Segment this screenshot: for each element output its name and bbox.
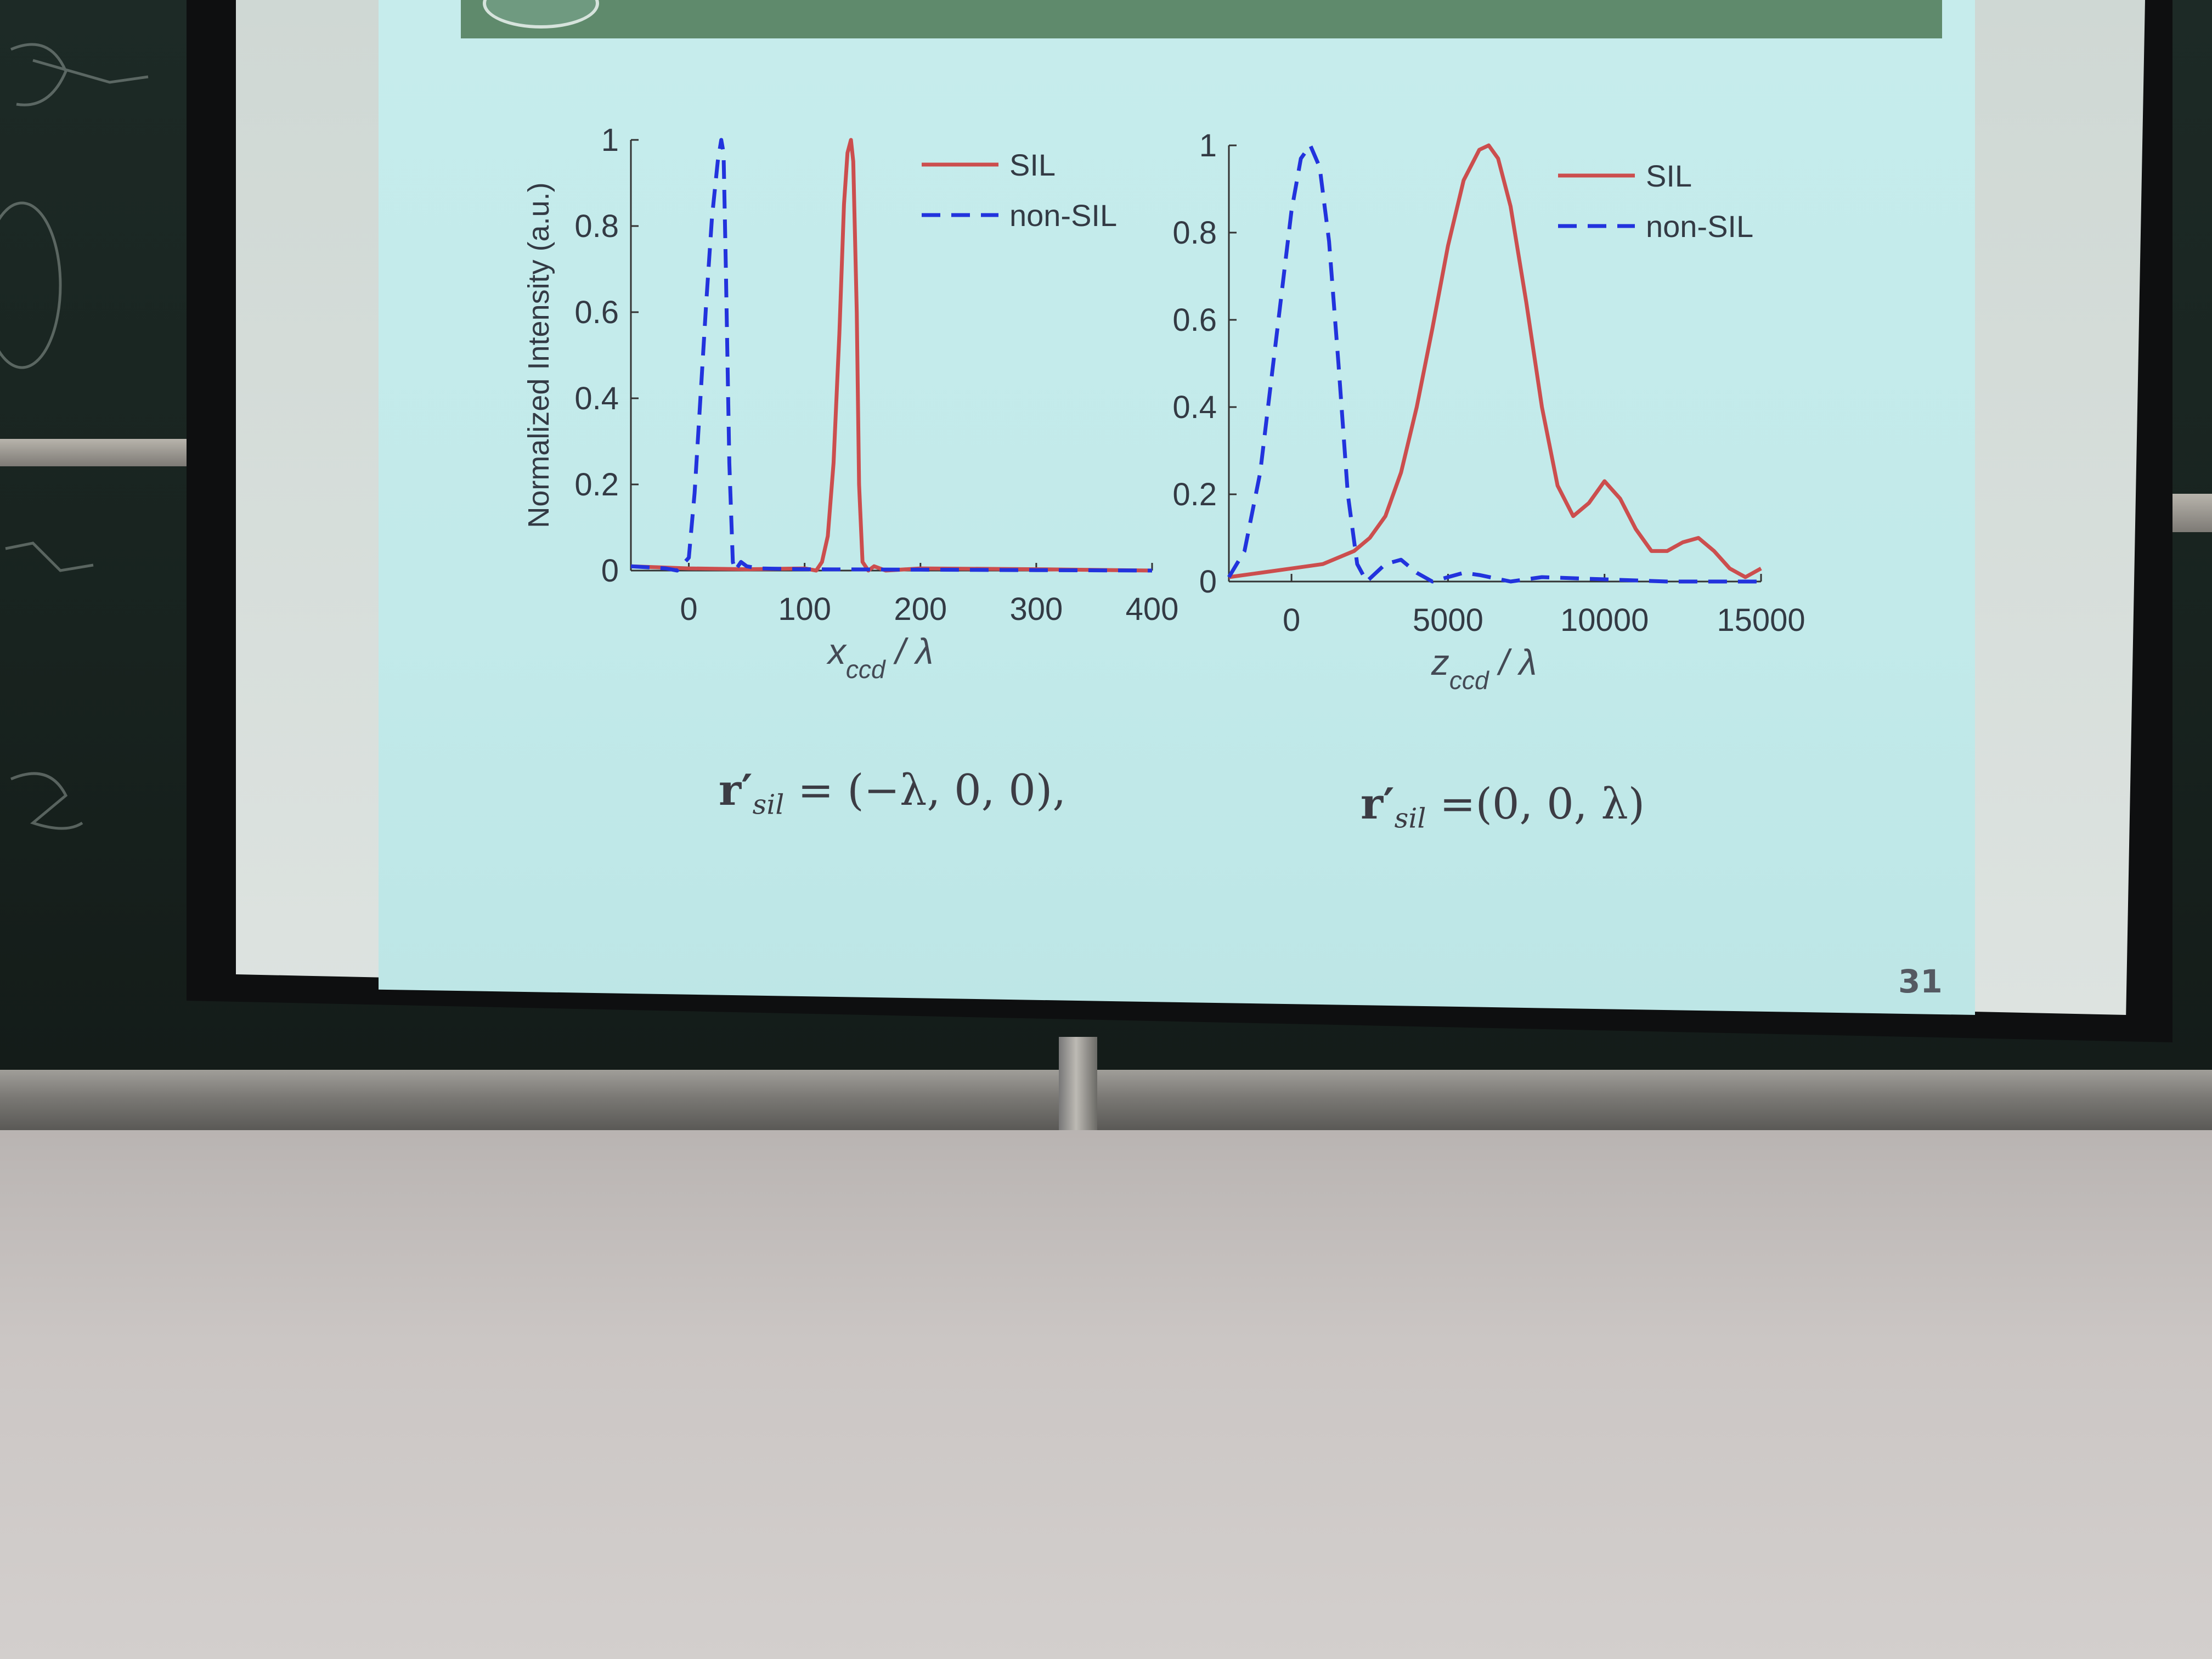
x-tick-label: 0 xyxy=(680,591,697,627)
y-tick-label: 0 xyxy=(601,553,619,589)
formula-left-rhs: = (−λ, 0, 0), xyxy=(798,766,1066,815)
y-tick-label: 1 xyxy=(601,122,619,158)
formula-right-symbol: r′ xyxy=(1361,779,1395,829)
wall xyxy=(0,1130,2212,1659)
slide-header-bar xyxy=(461,0,1942,38)
series-line-sil xyxy=(1228,143,1762,579)
x-tick-label: 200 xyxy=(894,591,947,627)
x-tick-label: 0 xyxy=(1283,602,1300,638)
series-line-non-sil xyxy=(1227,143,1761,584)
y-tick-label: 0.2 xyxy=(574,467,619,503)
series-line-non-sil xyxy=(630,138,1153,573)
x-axis-label: zccd / λ xyxy=(1431,642,1537,695)
y-tick-label: 0.8 xyxy=(1172,215,1217,251)
x-axis-label: xccd / λ xyxy=(826,631,933,684)
legend-label-sil: SIL xyxy=(1646,159,1692,193)
y-tick-label: 1 xyxy=(1199,128,1217,163)
y-tick-label: 0 xyxy=(1199,564,1217,600)
chart-x-profile: 0 0.2 0.4 0.6 0.8 1 0 100 200 300 400 xccd / λ Norma… xyxy=(522,122,1178,684)
formula-left: r′sil = (−λ, 0, 0), xyxy=(719,765,1066,821)
y-tick-label: 0.2 xyxy=(1172,477,1217,512)
formula-left-symbol: r′ xyxy=(719,765,753,815)
y-tick-label: 0.6 xyxy=(1172,302,1217,338)
x-tick-label: 400 xyxy=(1126,591,1179,627)
legend-label-non-sil: non-SIL xyxy=(1009,198,1117,233)
chalk-scribbles xyxy=(0,43,149,830)
x-tick-label: 100 xyxy=(778,591,831,627)
x-tick-label: 5000 xyxy=(1413,602,1483,638)
y-tick-label: 0.8 xyxy=(574,208,619,244)
formula-left-subscript: sil xyxy=(752,788,785,821)
y-axis-label: Normalized Intensity (a.u.) xyxy=(522,182,555,528)
chart-z-profile: 0 0.2 0.4 0.6 0.8 1 0 5000 10000 15000 zccd / λ SIL… xyxy=(1172,128,1805,695)
y-tick-label: 0.4 xyxy=(574,381,619,416)
slide xyxy=(379,0,1975,1015)
y-tick-label: 0.4 xyxy=(1172,390,1217,425)
formula-right: r′sil =(0, 0, λ) xyxy=(1361,779,1645,834)
y-tick-label: 0.6 xyxy=(574,295,619,330)
legend-label-non-sil: non-SIL xyxy=(1646,209,1753,244)
formula-right-subscript: sil xyxy=(1394,802,1426,834)
formula-right-rhs: =(0, 0, λ) xyxy=(1440,780,1645,829)
board-rail xyxy=(0,1070,2212,1130)
page-number: 31 xyxy=(1898,963,1943,1000)
x-tick-label: 10000 xyxy=(1560,602,1649,638)
x-tick-label: 15000 xyxy=(1717,602,1805,638)
legend-label-sil: SIL xyxy=(1009,148,1056,182)
x-tick-label: 300 xyxy=(1009,591,1063,627)
